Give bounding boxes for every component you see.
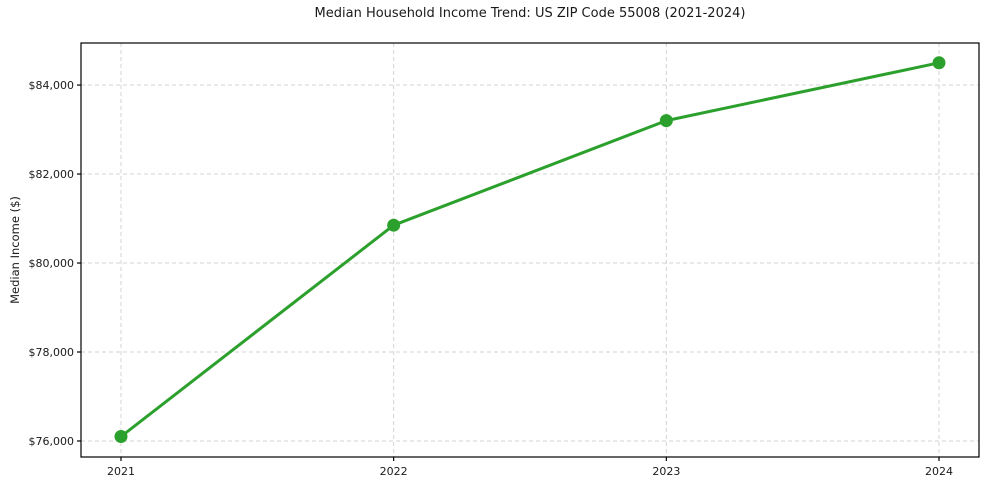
y-tick-label: $80,000	[29, 257, 75, 270]
plot-border	[80, 42, 980, 458]
x-tick-label: 2022	[380, 465, 408, 478]
trend-line	[119, 61, 941, 439]
chart-title: Median Household Income Trend: US ZIP Co…	[314, 6, 746, 21]
x-tick-label: 2024	[925, 465, 953, 478]
y-tick-label: $82,000	[29, 168, 75, 181]
data-point	[932, 56, 946, 70]
data-point	[387, 218, 401, 232]
y-tick-label: $78,000	[29, 346, 75, 359]
x-tick-label: 2023	[652, 465, 680, 478]
y-tick-label: $76,000	[29, 435, 75, 448]
x-tick-label: 2021	[107, 465, 135, 478]
y-tick-label: $84,000	[29, 79, 75, 92]
data-point	[114, 430, 128, 444]
y-axis-label: Median Income ($)	[8, 196, 22, 304]
data-point	[659, 114, 673, 128]
